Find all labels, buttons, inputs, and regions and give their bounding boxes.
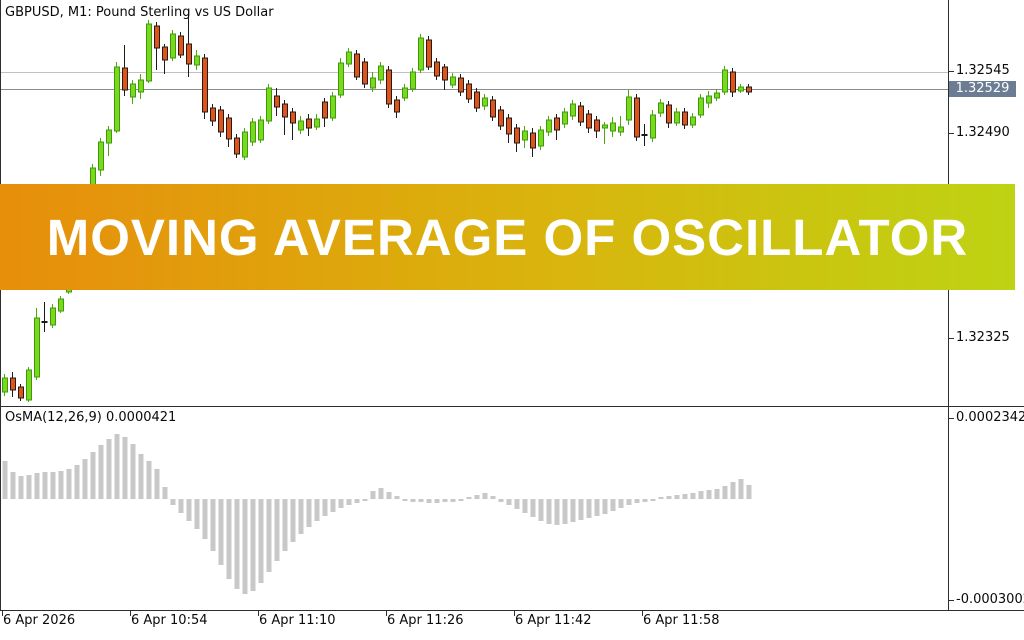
price-scale-label: 1.32490: [956, 125, 1010, 140]
time-axis-label: 6 Apr 2026: [3, 613, 76, 628]
osma-indicator-label: OsMA(12,26,9) 0.0000421: [5, 410, 177, 425]
time-axis-label: 6 Apr 11:26: [387, 613, 464, 628]
time-axis-label: 6 Apr 11:58: [643, 613, 720, 628]
indicator-scale-label: 0.0002342: [956, 410, 1024, 425]
time-axis-label: 6 Apr 11:42: [515, 613, 592, 628]
price-lines: [0, 72, 948, 90]
price-scale-label: 1.32325: [956, 330, 1010, 345]
price-scale-label: 1.32545: [956, 63, 1010, 78]
indicator-scale-label: -0.0003002: [956, 592, 1024, 607]
axes: [0, 0, 1024, 611]
promo-banner: MOVING AVERAGE OF OSCILLATOR: [0, 184, 1015, 290]
current-price-badge: 1.32529: [949, 81, 1016, 97]
osma-histogram: [2, 434, 752, 594]
ticks: [2, 71, 954, 616]
chart-title: GBPUSD, M1: Pound Sterling vs US Dollar: [5, 5, 274, 20]
time-axis-label: 6 Apr 11:10: [259, 613, 336, 628]
banner-text: MOVING AVERAGE OF OSCILLATOR: [46, 208, 969, 266]
time-axis-label: 6 Apr 10:54: [131, 613, 208, 628]
